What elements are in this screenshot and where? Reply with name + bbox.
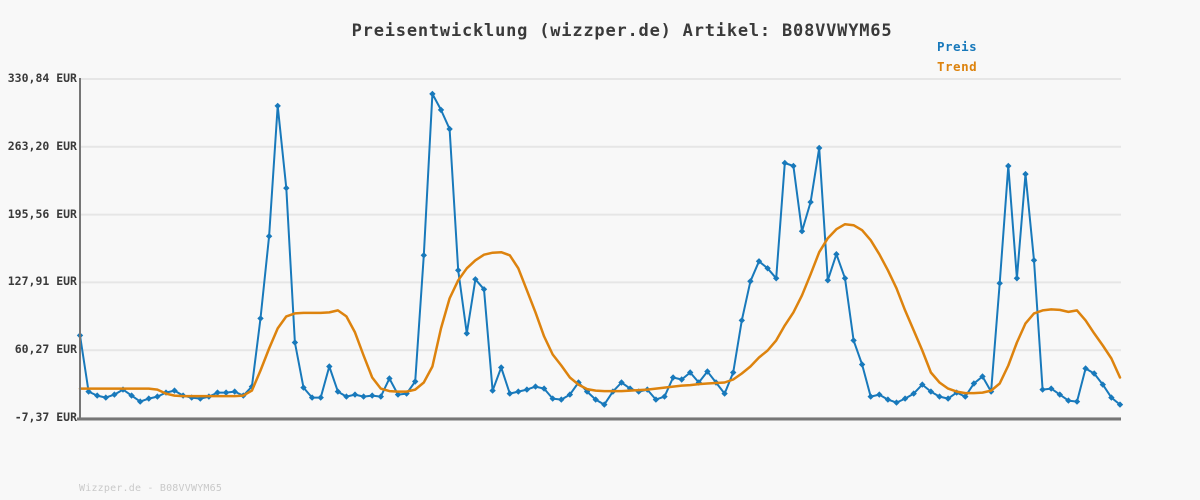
y-axis-tick-label: 195,56 EUR: [7, 206, 77, 221]
y-axis-tick-label: -7,37 EUR: [14, 410, 77, 424]
gridlines: [80, 78, 1121, 419]
legend-item-preis: Preis: [937, 39, 978, 54]
y-axis-tick-label: 60,27 EUR: [14, 342, 77, 357]
preis-line: [79, 92, 1121, 406]
y-axis-tick-label: 263,20 EUR: [7, 138, 77, 153]
y-axis-tick-label: 330,84 EUR: [7, 71, 77, 85]
legend-item-trend: Trend: [937, 59, 978, 74]
chart-title: Preisentwicklung (wizzper.de) Artikel: B…: [351, 21, 893, 41]
trend-line: [78, 222, 1122, 398]
preis-markers: [76, 90, 1124, 408]
y-axis-tick-label: 127,91 EUR: [7, 274, 77, 289]
watermark: Wizzper.de - B08VVWYM65: [79, 483, 223, 494]
